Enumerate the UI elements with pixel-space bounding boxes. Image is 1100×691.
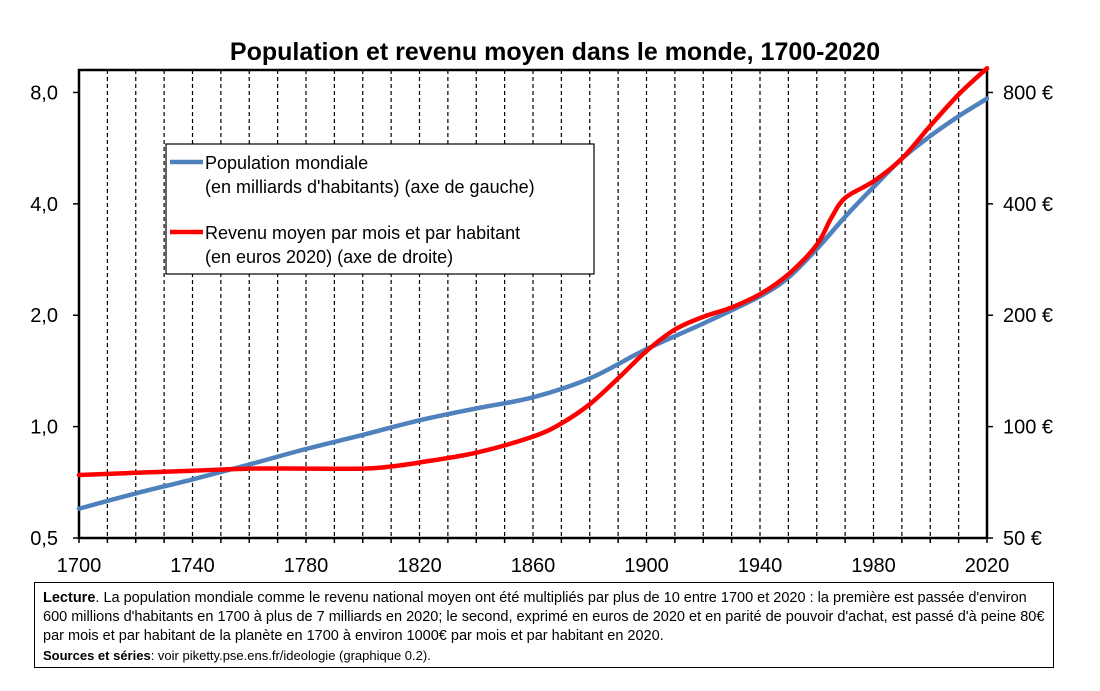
series-line-revenu: [76, 66, 990, 478]
x-tick-label: 1940: [738, 555, 783, 577]
legend-label-sub: (en milliards d'habitants) (axe de gauch…: [205, 177, 535, 197]
x-tick-label: 1980: [851, 555, 896, 577]
x-tick-label: 1700: [57, 555, 102, 577]
x-tick-label: 1900: [624, 555, 669, 577]
legend-label: Population mondiale: [205, 153, 368, 173]
chart-title: Population et revenu moyen dans le monde…: [230, 38, 880, 66]
y-left-tick-label: 1,0: [30, 417, 58, 439]
note-label: Lecture: [43, 590, 96, 606]
legend-box: [165, 143, 595, 275]
chart: Population et revenu moyen dans le monde…: [30, 38, 1053, 577]
x-tick-label: 1780: [284, 555, 329, 577]
y-right-tick-label: 50 €: [1003, 528, 1042, 550]
x-tick-label: 2020: [965, 555, 1010, 577]
sources-text: : voir piketty.pse.ens.fr/ideologie (gra…: [150, 648, 431, 663]
x-tick-label: 1860: [511, 555, 556, 577]
legend-label-sub: (en euros 2020) (axe de droite): [205, 247, 453, 267]
y-left-tick-label: 0,5: [30, 528, 58, 550]
reading-note: Lecture. La population mondiale comme le…: [34, 582, 1054, 668]
x-tick-label: 1820: [397, 555, 442, 577]
y-left-tick-label: 4,0: [30, 194, 58, 216]
y-right-tick-label: 400 €: [1003, 194, 1053, 216]
sources-line: Sources et séries: voir piketty.pse.ens.…: [43, 648, 431, 663]
legend-label: Revenu moyen par mois et par habitant: [205, 223, 520, 243]
y-right-tick-label: 200 €: [1003, 305, 1053, 327]
sources-label: Sources et séries: [43, 648, 151, 663]
y-left-tick-label: 2,0: [30, 305, 58, 327]
y-left-tick-label: 8,0: [30, 82, 58, 104]
y-right-tick-label: 100 €: [1003, 417, 1053, 439]
y-right-tick-label: 800 €: [1003, 82, 1053, 104]
note-text: . La population mondiale comme le revenu…: [43, 590, 1045, 644]
x-tick-label: 1740: [170, 555, 215, 577]
